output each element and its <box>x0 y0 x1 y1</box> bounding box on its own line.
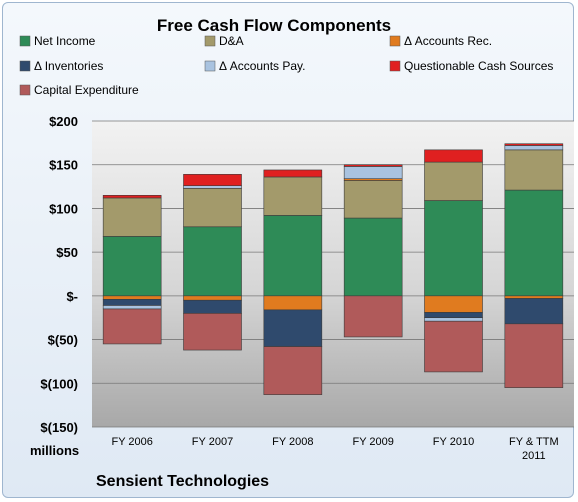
bar-segment <box>263 215 323 297</box>
bar-segment <box>343 295 403 338</box>
bar-segment <box>424 295 483 313</box>
legend-swatch <box>204 35 216 47</box>
y-tick-label: $(50) <box>48 333 78 348</box>
bar-segment <box>183 226 242 297</box>
company-name: Sensient Technologies <box>96 473 269 490</box>
legend-swatch <box>204 60 216 72</box>
chart-title: Free Cash Flow Components <box>157 16 391 35</box>
legend-label: D&A <box>219 34 244 48</box>
bar-segment <box>102 197 162 237</box>
bar-segment <box>424 320 483 373</box>
bar-segment <box>102 305 162 310</box>
bar-segment <box>183 174 242 186</box>
x-tick-label: 2011 <box>522 450 546 462</box>
units-label: millions <box>30 443 79 458</box>
bar-segment <box>424 149 483 163</box>
bar-segment <box>504 145 564 151</box>
y-tick-label: $100 <box>49 201 78 216</box>
plot-area <box>92 121 574 427</box>
legend-label: Questionable Cash Sources <box>404 59 553 73</box>
x-tick-label: FY 2010 <box>433 436 474 448</box>
bar-segment <box>263 169 323 178</box>
bar-segment <box>504 189 564 297</box>
bar-segment <box>102 308 162 345</box>
x-tick-label: FY 2007 <box>192 436 233 448</box>
bar-segment <box>424 317 483 322</box>
bar-segment <box>263 309 323 347</box>
bar-segment <box>424 200 483 297</box>
y-tick-label: $150 <box>49 158 78 173</box>
bars <box>102 143 564 395</box>
y-axis-ticks: $200 $150 $100 $50 $- $(50) $(100) $(150) <box>40 114 78 435</box>
bar-segment <box>102 295 162 300</box>
bar-segment <box>183 299 242 314</box>
bar-segment <box>504 298 564 325</box>
legend-label: Δ Accounts Rec. <box>404 34 492 48</box>
x-axis-ticks: FY 2006 FY 2007 FY 2008 FY 2009 FY 2010 FY & … <box>111 436 558 462</box>
bar-segment <box>183 188 242 228</box>
x-tick-label: FY 2009 <box>352 436 393 448</box>
x-tick-label: FY & TTM <box>509 436 559 448</box>
bar-segment <box>102 236 162 297</box>
legend-label: Δ Inventories <box>34 59 103 73</box>
bar-segment <box>504 295 564 299</box>
bar-segment <box>102 195 162 199</box>
bar-segment <box>183 295 242 301</box>
legend-swatch <box>19 60 31 72</box>
legend-label: Net Income <box>34 34 96 48</box>
gridlines <box>92 120 574 428</box>
bar-segment <box>343 180 403 219</box>
y-tick-label: $- <box>66 289 78 304</box>
bar-segment <box>343 164 403 167</box>
legend-swatch <box>19 84 31 96</box>
legend-swatch <box>389 60 401 72</box>
bar-segment <box>102 299 162 306</box>
bar-segment <box>263 176 323 216</box>
legend-swatch <box>19 35 31 47</box>
legend-label: Capital Expenditure <box>34 83 139 97</box>
y-tick-label: $50 <box>56 245 78 260</box>
bar-segment <box>183 313 242 351</box>
bar-segment <box>504 149 564 191</box>
bar-segment <box>424 161 483 201</box>
y-tick-label: $200 <box>49 114 78 129</box>
bar-segment <box>343 166 403 180</box>
x-tick-label: FY 2008 <box>272 436 313 448</box>
bar-segment <box>504 323 564 388</box>
bar-segment <box>343 217 403 297</box>
bar-segment <box>424 312 483 319</box>
y-tick-label: $(150) <box>40 420 78 435</box>
legend-swatch <box>389 35 401 47</box>
bar-segment <box>504 143 564 146</box>
x-tick-label: FY 2006 <box>111 436 152 448</box>
y-tick-label: $(100) <box>40 376 78 391</box>
bar-segment <box>263 295 323 311</box>
legend-label: Δ Accounts Pay. <box>219 59 306 73</box>
legend: Net Income D&A Δ Accounts Rec. Δ Inventorie… <box>19 34 553 97</box>
bar-segment <box>183 185 242 189</box>
bar-segment <box>263 346 323 395</box>
